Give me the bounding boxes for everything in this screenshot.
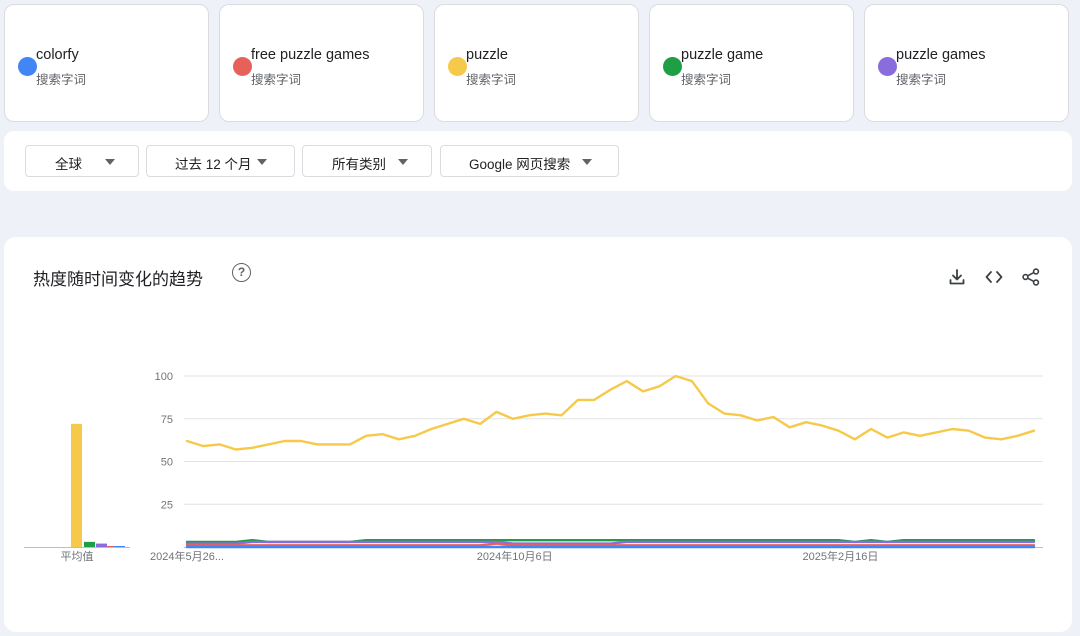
embed-code-icon[interactable]	[984, 267, 1004, 287]
category-label: 所有类别	[332, 157, 386, 172]
term-name: puzzle	[466, 47, 508, 63]
average-bar-puzzle-game	[84, 541, 95, 547]
term-name: puzzle game	[681, 47, 764, 63]
term-name: free puzzle games	[251, 47, 370, 63]
term-card-free-puzzle-games[interactable]: free puzzle games 搜索字词	[219, 4, 424, 122]
download-icon[interactable]	[947, 267, 967, 287]
help-icon[interactable]: ?	[232, 263, 251, 282]
series-line-puzzle	[185, 374, 1036, 451]
average-bar-free-puzzle-games	[107, 546, 118, 547]
filter-bar: 全球 过去 12 个月 所有类别 Google 网页搜索	[4, 131, 1072, 191]
region-label: 全球	[55, 157, 82, 172]
term-card-colorfy[interactable]: colorfy 搜索字词	[4, 4, 209, 122]
y-tick-label: 75	[161, 414, 173, 426]
chart-grid	[184, 375, 1043, 548]
term-type-label: 搜索字词	[251, 73, 302, 87]
caret-down-icon	[582, 159, 592, 165]
average-label: 平均值	[61, 550, 94, 563]
term-color-dot	[18, 57, 37, 76]
chart-labels: 25 50 75 100 2024年5月26... 2024年10月6日 2025年2月16…	[61, 371, 879, 563]
term-card-puzzle[interactable]: puzzle 搜索字词	[434, 4, 639, 122]
period-dropdown[interactable]: 过去 12 个月	[146, 145, 295, 177]
x-tick-label: 2025年2月16日	[803, 549, 879, 563]
term-card-puzzle-game[interactable]: puzzle game 搜索字词	[649, 4, 854, 122]
term-type-label: 搜索字词	[36, 73, 87, 87]
series-line-free-puzzle-games	[185, 542, 1036, 547]
chart-title: 热度随时间变化的趋势	[33, 270, 203, 289]
average-bar-puzzle	[71, 423, 82, 547]
series-line-puzzle-games	[185, 540, 1036, 545]
region-dropdown[interactable]: 全球	[25, 145, 139, 177]
search-type-dropdown[interactable]: Google 网页搜索	[440, 145, 619, 177]
term-color-dot	[663, 57, 682, 76]
term-card-puzzle-games[interactable]: puzzle games 搜索字词	[864, 4, 1069, 122]
caret-down-icon	[257, 159, 267, 165]
y-tick-label: 100	[155, 371, 173, 383]
chart-lines	[185, 374, 1036, 549]
term-type-label: 搜索字词	[896, 73, 947, 87]
caret-down-icon	[105, 159, 115, 165]
period-label: 过去 12 个月	[175, 157, 252, 172]
y-tick-label: 50	[161, 457, 173, 469]
average-bar-puzzle-games	[96, 543, 107, 547]
term-type-label: 搜索字词	[466, 73, 517, 87]
average-bars	[24, 423, 130, 548]
term-color-dot	[233, 57, 252, 76]
caret-down-icon	[398, 159, 408, 165]
term-color-dot	[448, 57, 467, 76]
average-bar-colorfy	[114, 546, 125, 547]
trend-chart: 25 50 75 100 2024年5月26... 2024年10月6日 2025年2月16…	[24, 371, 1043, 563]
category-dropdown[interactable]: 所有类别	[302, 145, 432, 177]
term-type-label: 搜索字词	[681, 73, 732, 87]
term-color-dot	[878, 57, 897, 76]
term-name: colorfy	[36, 47, 79, 63]
x-tick-label: 2024年5月26...	[150, 549, 224, 563]
interest-over-time-card: 25 50 75 100 2024年5月26... 2024年10月6日 2025年2月16…	[4, 237, 1072, 632]
x-tick-label: 2024年10月6日	[477, 549, 553, 563]
share-icon[interactable]	[1021, 267, 1041, 287]
search-type-label: Google 网页搜索	[469, 157, 571, 172]
y-tick-label: 25	[161, 499, 173, 511]
term-name: puzzle games	[896, 47, 986, 63]
